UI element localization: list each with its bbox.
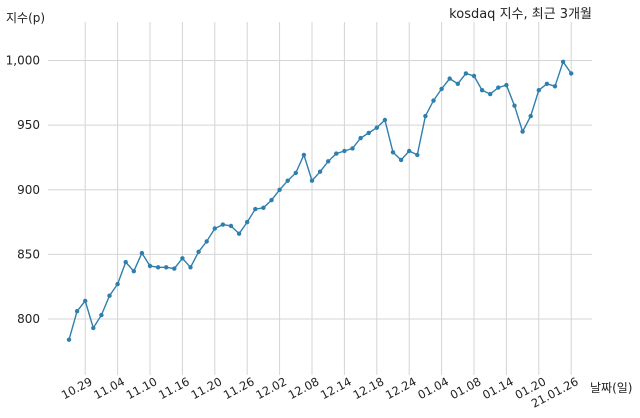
data-point	[560, 59, 566, 64]
x-tick-label: 01.08	[448, 374, 484, 402]
data-point	[317, 169, 323, 174]
data-point	[139, 250, 145, 256]
x-tick-label: 11.20	[189, 374, 225, 402]
data-point	[431, 98, 436, 103]
data-point	[155, 265, 161, 270]
data-point	[115, 281, 120, 287]
data-point	[293, 170, 298, 176]
data-point	[277, 187, 282, 192]
data-point	[164, 265, 169, 270]
data-point	[301, 152, 307, 158]
y-tick-label: 850	[17, 247, 40, 261]
data-point	[342, 148, 347, 154]
data-point	[261, 205, 266, 210]
y-tick-labels: 800 850 900 950 1,000	[6, 54, 40, 327]
x-tick-label: 01.04	[415, 374, 451, 402]
data-point	[228, 223, 234, 229]
data-point	[204, 239, 209, 244]
y-tick-label: 1,000	[6, 54, 40, 68]
data-point	[269, 197, 274, 203]
data-point	[382, 117, 388, 123]
data-point	[147, 263, 153, 269]
data-point	[66, 337, 72, 342]
grid	[48, 22, 592, 375]
data-point	[236, 231, 242, 236]
data-point	[407, 148, 412, 154]
x-tick-label: 12.24	[383, 374, 419, 402]
data-point	[188, 265, 193, 270]
data-point	[496, 85, 501, 90]
y-axis-label: 지수(p)	[6, 11, 45, 25]
data-point	[455, 81, 460, 87]
y-tick-label: 950	[17, 118, 40, 132]
data-point	[334, 151, 339, 156]
data-point	[131, 269, 136, 274]
data-point	[447, 76, 452, 81]
data-point	[374, 125, 379, 130]
data-point	[390, 150, 396, 155]
data-point	[415, 152, 420, 158]
x-tick-label: 12.08	[286, 374, 322, 402]
x-tick-label: 12.14	[318, 374, 354, 402]
data-point	[285, 178, 290, 183]
x-tick-label: 01.14	[480, 374, 516, 402]
data-point	[123, 259, 128, 265]
data-point	[398, 157, 404, 163]
data-point	[528, 113, 533, 119]
data-point	[536, 88, 541, 93]
data-point	[350, 146, 355, 151]
data-point	[220, 222, 226, 227]
y-tick-label: 900	[17, 183, 40, 197]
x-tick-label: 11.16	[156, 374, 192, 402]
data-point	[212, 226, 217, 231]
data-point	[245, 219, 250, 225]
x-tick-label: 12.18	[351, 374, 387, 402]
data-point	[253, 206, 258, 212]
x-tick-labels: 10.2911.0411.1011.1611.2011.2612.0212.08…	[59, 374, 581, 410]
data-point	[569, 71, 574, 76]
data-point	[366, 130, 371, 136]
data-point	[439, 86, 444, 92]
data-point	[172, 266, 177, 271]
data-point	[358, 135, 363, 141]
data-point	[180, 256, 185, 261]
y-tick-label: 800	[17, 312, 40, 326]
x-tick-label: 10.29	[59, 374, 95, 402]
data-point	[99, 312, 104, 318]
x-tick-label: 11.26	[221, 374, 257, 402]
data-point	[107, 293, 112, 298]
data-point	[512, 103, 517, 108]
data-point	[471, 73, 477, 79]
data-point	[544, 81, 550, 87]
chart-title: kosdaq 지수, 최근 3개월	[449, 7, 592, 22]
series-line	[68, 60, 572, 340]
data-point	[479, 88, 485, 93]
data-point	[91, 325, 96, 331]
data-points	[66, 59, 574, 342]
data-point	[488, 91, 493, 97]
x-axis-label: 날짜(일)	[590, 381, 632, 395]
x-tick-label: 11.10	[124, 374, 160, 402]
data-point	[520, 129, 525, 134]
data-point	[504, 82, 509, 88]
data-point	[196, 249, 201, 254]
data-point	[83, 298, 88, 304]
data-point	[74, 309, 80, 314]
data-point	[463, 71, 469, 76]
data-point	[423, 113, 428, 119]
x-tick-label: 12.02	[253, 374, 289, 402]
data-point	[309, 178, 315, 183]
x-tick-label: 11.04	[91, 374, 127, 402]
data-point	[326, 159, 331, 164]
data-point	[552, 84, 558, 89]
